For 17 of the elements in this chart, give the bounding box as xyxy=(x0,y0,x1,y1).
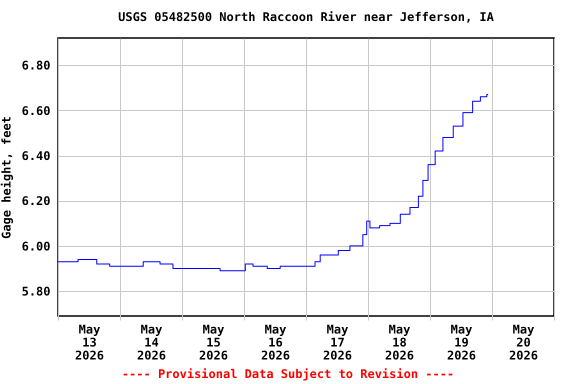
x-tick-label: May 20 2026 xyxy=(509,322,538,362)
x-tick-label: May 17 2026 xyxy=(323,322,352,362)
text: ---- Provisional Data Subject to Revision ---- xyxy=(120,367,456,381)
x-tick-label: May 18 2026 xyxy=(385,322,414,362)
y-tick-label: 5.80 xyxy=(22,284,50,299)
x-tick-label: May 14 2026 xyxy=(137,322,166,362)
y-tick-label: 6.40 xyxy=(22,149,50,164)
y-axis-title: Gage height, feet xyxy=(0,116,14,239)
x-tick-label: May 15 2026 xyxy=(199,322,228,362)
y-tick-label: 6.20 xyxy=(22,194,50,208)
x-tick-label: May 16 2026 xyxy=(261,322,290,362)
x-tick-label: May 13 2026 xyxy=(75,322,104,362)
x-tick-label: May 19 2026 xyxy=(447,322,476,362)
y-tick-label: 6.00 xyxy=(22,239,50,254)
y-tick-label: 6.80 xyxy=(22,58,50,73)
chart-title: USGS 05482500 North Raccoon River near Jefferson, IA xyxy=(118,10,495,24)
y-tick-label: 6.60 xyxy=(22,104,50,118)
